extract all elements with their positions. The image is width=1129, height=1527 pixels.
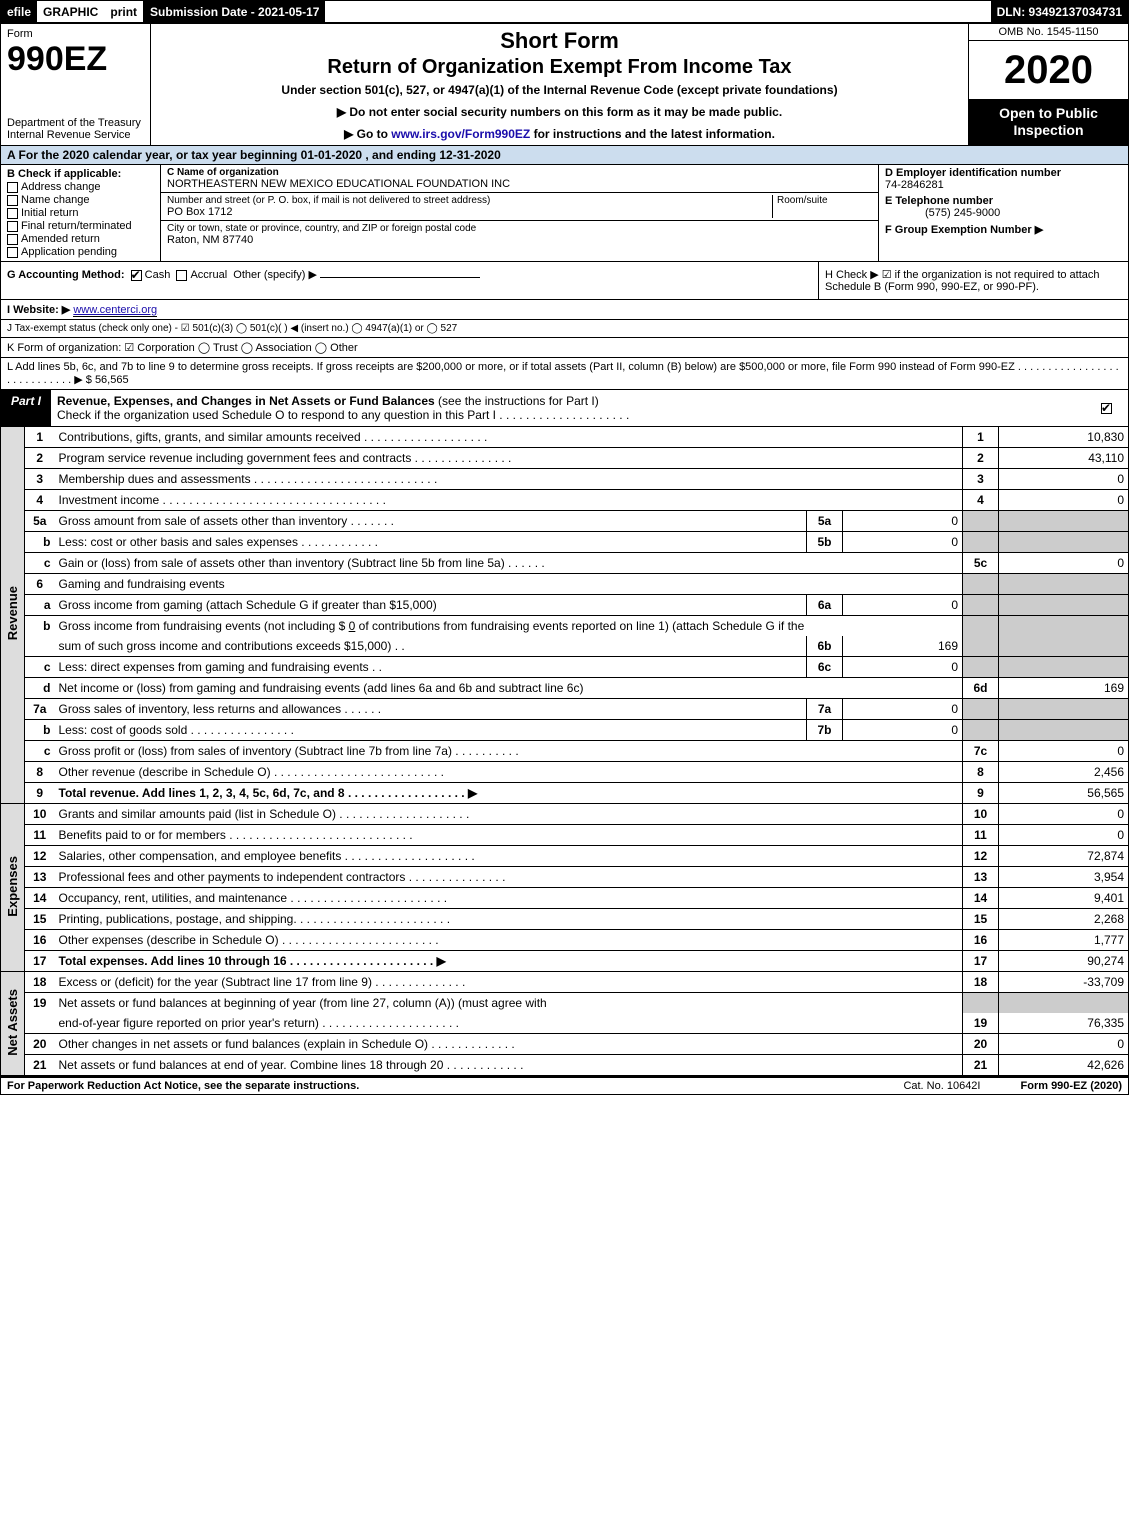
omb-number: OMB No. 1545-1150 xyxy=(969,24,1128,41)
e-phone-label: E Telephone number xyxy=(885,195,993,207)
d-ein-label: D Employer identification number xyxy=(885,167,1061,179)
chk-cash[interactable] xyxy=(131,270,142,281)
row-k-org-form: K Form of organization: ☑ Corporation ◯ … xyxy=(0,338,1129,358)
form-header: Form 990EZ Department of the Treasury In… xyxy=(0,24,1129,146)
footer-catno: Cat. No. 10642I xyxy=(903,1080,980,1092)
instr-goto: ▶ Go to www.irs.gov/Form990EZ for instru… xyxy=(159,127,960,141)
val-20: 0 xyxy=(999,1034,1129,1055)
d-ein-value: 74-2846281 xyxy=(885,179,944,191)
val-18: -33,709 xyxy=(999,972,1129,993)
val-21: 42,626 xyxy=(999,1055,1129,1076)
val-5b: 0 xyxy=(843,532,963,553)
section-b: B Check if applicable: Address change Na… xyxy=(1,165,161,261)
part-i-title: Revenue, Expenses, and Changes in Net As… xyxy=(51,390,1088,426)
page-footer: For Paperwork Reduction Act Notice, see … xyxy=(0,1076,1129,1095)
f-group-label: F Group Exemption Number ▶ xyxy=(885,224,1043,236)
val-7a: 0 xyxy=(843,699,963,720)
title-return: Return of Organization Exempt From Incom… xyxy=(159,56,960,79)
row-a-year: A For the 2020 calendar year, or tax yea… xyxy=(0,146,1129,165)
e-phone-value: (575) 245-9000 xyxy=(885,207,1000,219)
chk-amended-return[interactable] xyxy=(7,234,18,245)
block-b-through-f: B Check if applicable: Address change Na… xyxy=(0,165,1129,262)
val-4: 0 xyxy=(999,490,1129,511)
i-website-label: I Website: ▶ xyxy=(7,304,70,316)
val-14: 9,401 xyxy=(999,888,1129,909)
instr-ssn: ▶ Do not enter social security numbers o… xyxy=(159,105,960,119)
val-3: 0 xyxy=(999,469,1129,490)
tax-year: 2020 xyxy=(969,41,1128,99)
chk-final-return[interactable] xyxy=(7,221,18,232)
submission-date: Submission Date - 2021-05-17 xyxy=(144,1,325,22)
irs-link[interactable]: www.irs.gov/Form990EZ xyxy=(391,127,530,141)
part-i-lines: Revenue 1 Contributions, gifts, grants, … xyxy=(0,427,1129,1076)
dept-irs: Internal Revenue Service xyxy=(7,129,144,141)
part-i-header: Part I Revenue, Expenses, and Changes in… xyxy=(0,390,1129,427)
c-name-label: C Name of organization xyxy=(167,167,279,178)
room-suite-label: Room/suite xyxy=(772,195,872,218)
footer-left: For Paperwork Reduction Act Notice, see … xyxy=(7,1080,359,1092)
form-label: Form xyxy=(7,28,144,40)
section-c: C Name of organization NORTHEASTERN NEW … xyxy=(161,165,878,261)
val-17: 90,274 xyxy=(999,951,1129,972)
title-short-form: Short Form xyxy=(159,28,960,54)
row-l-gross-receipts: L Add lines 5b, 6c, and 7b to line 9 to … xyxy=(0,358,1129,390)
val-10: 0 xyxy=(999,804,1129,825)
open-to-public: Open to Public Inspection xyxy=(969,99,1128,145)
val-13: 3,954 xyxy=(999,867,1129,888)
chk-address-change[interactable] xyxy=(7,182,18,193)
l-value: 56,565 xyxy=(95,374,129,386)
c-city-label: City or town, state or province, country… xyxy=(167,223,872,234)
val-15: 2,268 xyxy=(999,909,1129,930)
val-7c: 0 xyxy=(999,741,1129,762)
chk-initial-return[interactable] xyxy=(7,208,18,219)
footer-formno: Form 990-EZ (2020) xyxy=(1021,1080,1123,1092)
val-8: 2,456 xyxy=(999,762,1129,783)
form-number: 990EZ xyxy=(7,40,144,79)
val-5c: 0 xyxy=(999,553,1129,574)
org-city: Raton, NM 87740 xyxy=(167,234,872,246)
subtitle: Under section 501(c), 527, or 4947(a)(1)… xyxy=(159,83,960,97)
val-19: 76,335 xyxy=(999,1013,1129,1034)
val-2: 43,110 xyxy=(999,448,1129,469)
part-i-check-text: Check if the organization used Schedule … xyxy=(57,408,629,422)
org-name: NORTHEASTERN NEW MEXICO EDUCATIONAL FOUN… xyxy=(167,178,872,190)
h-check-text: H Check ▶ ☑ if the organization is not r… xyxy=(818,262,1128,299)
chk-accrual[interactable] xyxy=(176,270,187,281)
instr-goto-post: for instructions and the latest informat… xyxy=(530,127,775,141)
print-button[interactable]: print xyxy=(104,1,144,22)
part-i-tag: Part I xyxy=(1,390,51,426)
row-g-h: G Accounting Method: Cash Accrual Other … xyxy=(0,262,1129,300)
c-street-label: Number and street (or P. O. box, if mail… xyxy=(167,195,772,206)
topbar: efile GRAPHIC print Submission Date - 20… xyxy=(0,0,1129,24)
val-16: 1,777 xyxy=(999,930,1129,951)
val-7b: 0 xyxy=(843,720,963,741)
chk-name-change[interactable] xyxy=(7,195,18,206)
val-11: 0 xyxy=(999,825,1129,846)
part-i-checkbox[interactable] xyxy=(1101,403,1112,414)
org-street: PO Box 1712 xyxy=(167,206,772,218)
row-i-website: I Website: ▶ www.centerci.org xyxy=(0,300,1129,320)
graphic-label: GRAPHIC xyxy=(37,1,104,22)
section-b-label: B Check if applicable: xyxy=(7,168,121,180)
val-1: 10,830 xyxy=(999,427,1129,448)
instr-goto-pre: ▶ Go to xyxy=(344,127,391,141)
chk-application-pending[interactable] xyxy=(7,247,18,258)
side-expenses: Expenses xyxy=(5,856,20,917)
val-6b: 169 xyxy=(843,636,963,657)
efile-label: efile xyxy=(1,1,37,22)
dln-label: DLN: 93492137034731 xyxy=(991,1,1128,22)
val-6c: 0 xyxy=(843,657,963,678)
val-6d: 169 xyxy=(999,678,1129,699)
row-j-tax-status: J Tax-exempt status (check only one) - ☑… xyxy=(0,320,1129,338)
side-revenue: Revenue xyxy=(5,586,20,640)
val-12: 72,874 xyxy=(999,846,1129,867)
dept-treasury: Department of the Treasury xyxy=(7,117,144,129)
val-5a: 0 xyxy=(843,511,963,532)
section-def: D Employer identification number74-28462… xyxy=(878,165,1128,261)
website-link[interactable]: www.centerci.org xyxy=(73,304,157,317)
side-netassets: Net Assets xyxy=(5,989,20,1056)
val-6a: 0 xyxy=(843,595,963,616)
g-accounting-label: G Accounting Method: xyxy=(7,269,125,281)
val-9: 56,565 xyxy=(999,783,1129,804)
